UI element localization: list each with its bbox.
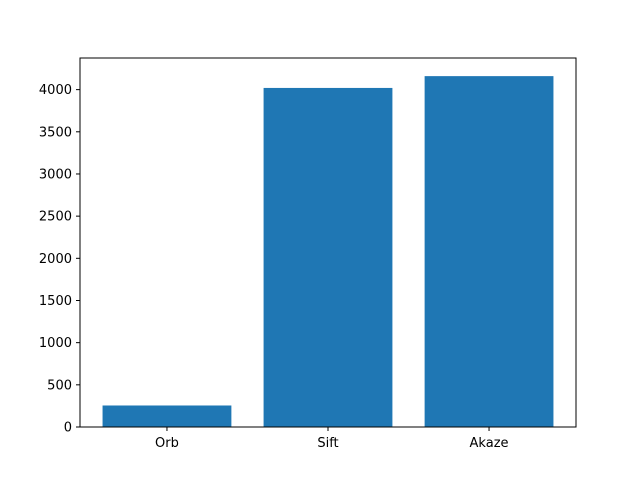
y-tick-label: 2000	[39, 252, 72, 267]
y-tick-label: 3500	[39, 125, 72, 140]
bar-sift	[263, 87, 393, 427]
y-tick-label: 0	[64, 421, 72, 436]
bar-akaze	[424, 76, 554, 427]
bar-orb	[102, 405, 232, 427]
axes-layer: 0 500 1000 1500 2000 2500 3000 3500 4000 Orb Sift A…	[39, 57, 577, 451]
y-tick-label: 3000	[39, 167, 72, 182]
y-tick-label: 1000	[39, 336, 72, 351]
x-tick-label-akaze: Akaze	[470, 436, 509, 451]
x-tick-label-sift: Sift	[317, 436, 338, 451]
y-tick-label: 1500	[39, 294, 72, 309]
bars-layer	[102, 76, 554, 427]
y-tick-label: 500	[47, 378, 72, 393]
y-tick-label: 4000	[39, 83, 72, 98]
x-tick-label-orb: Orb	[155, 436, 179, 451]
y-tick-label: 2500	[39, 210, 72, 225]
